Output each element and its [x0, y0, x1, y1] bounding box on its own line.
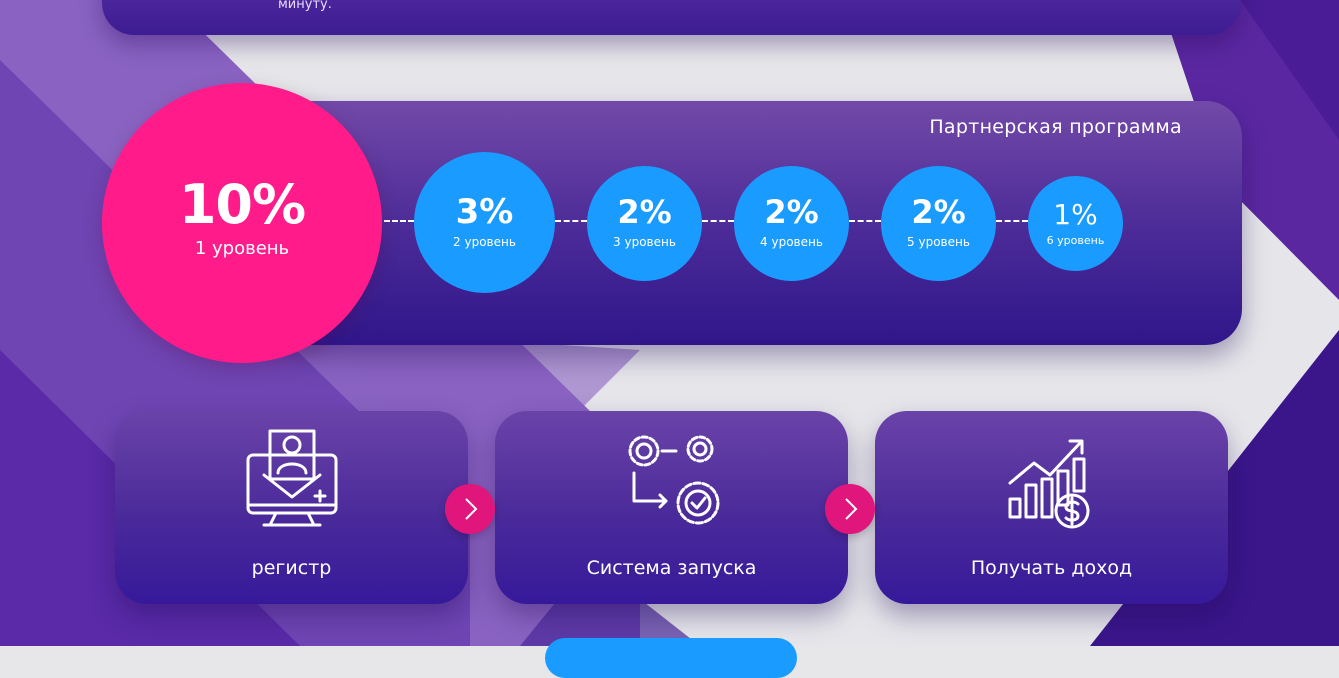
chevron-right-icon	[465, 498, 478, 520]
level-6-circle: 1% 6 уровень	[1028, 176, 1123, 271]
next-arrow-button[interactable]	[445, 484, 495, 534]
connector-line	[996, 220, 1028, 222]
level-label: 2 уровень	[453, 235, 516, 249]
level-4-circle: 2% 4 уровень	[734, 166, 849, 281]
level-percent: 2%	[617, 193, 672, 231]
step-card-get-income: Получать доход	[875, 411, 1228, 604]
level-label: 3 уровень	[613, 235, 676, 249]
partner-program-title: Партнерская программа	[929, 116, 1182, 138]
level-3-circle: 2% 3 уровень	[587, 166, 702, 281]
gears-process-icon	[628, 435, 719, 525]
level-label: 5 уровень	[907, 235, 970, 249]
growth-chart-dollar-icon	[1008, 439, 1089, 529]
step-label: Система запуска	[586, 557, 757, 579]
level-label: 6 уровень	[1046, 234, 1105, 247]
step-label: регистр	[251, 557, 332, 579]
level-percent: 3%	[455, 192, 514, 232]
step-card-launch-system: Система запуска	[495, 411, 848, 604]
level-1-circle: 10% 1 уровень	[102, 83, 382, 363]
step-label: Получать доход	[970, 557, 1133, 579]
connector-line	[384, 220, 414, 222]
level-percent: 2%	[764, 193, 819, 231]
next-arrow-button[interactable]	[825, 484, 875, 534]
bottom-cta-button[interactable]	[545, 638, 797, 678]
connector-line	[555, 220, 587, 222]
level-percent: 1%	[1053, 198, 1098, 231]
top-card-snippet: минуту.	[278, 0, 332, 12]
connector-line	[702, 220, 734, 222]
connector-line	[849, 220, 881, 222]
computer-user-icon	[246, 429, 337, 527]
level-percent: 2%	[911, 193, 966, 231]
level-label: 4 уровень	[760, 235, 823, 249]
level-label: 1 уровень	[194, 238, 290, 259]
step-card-register: регистр	[115, 411, 468, 604]
level-2-circle: 3% 2 уровень	[414, 152, 555, 293]
level-percent: 10%	[178, 173, 306, 236]
top-info-card: минуту.	[102, 0, 1241, 35]
level-5-circle: 2% 5 уровень	[881, 166, 996, 281]
chevron-right-icon	[845, 498, 858, 520]
